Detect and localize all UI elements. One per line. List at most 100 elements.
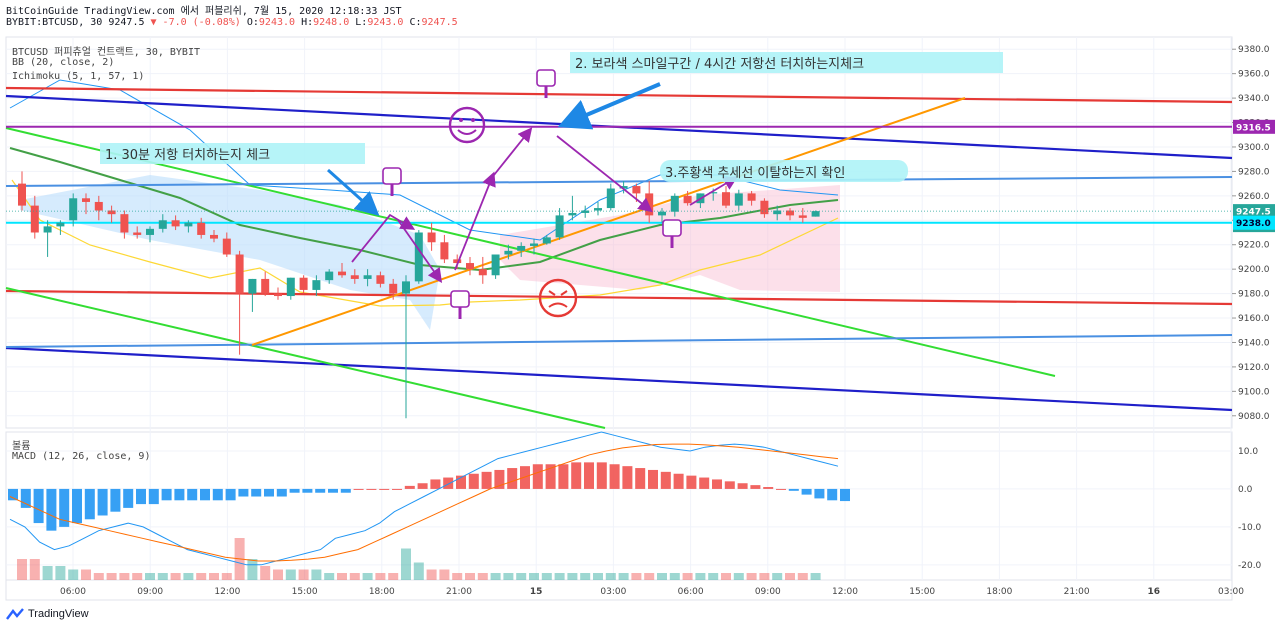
candle-body [133, 232, 142, 235]
open-value: 9243.0 [258, 17, 296, 28]
orange-trend-line [251, 97, 966, 346]
volume-bar [797, 573, 808, 580]
candle-body [670, 195, 679, 212]
open-label: O: [246, 17, 259, 28]
macd-histogram-bar [571, 462, 582, 489]
candle-body [658, 211, 666, 216]
candle-body [43, 226, 52, 233]
candle-body [683, 195, 692, 204]
x-tick-label: 16 [1148, 587, 1161, 597]
smiley-face-icon [448, 106, 486, 144]
macd-histogram-bar [225, 488, 236, 501]
x-tick-label: 06:00 [678, 587, 704, 597]
volume-bar [221, 573, 232, 580]
macd-histogram-bar [750, 485, 761, 489]
annotation-1-bg [100, 143, 365, 164]
volume-bar [516, 573, 527, 580]
annotation-3: 3.주황색 추세선 이탈하는지 확인 [665, 166, 845, 181]
macd-histogram-bar [494, 469, 505, 489]
macd-histogram-bar [737, 483, 748, 489]
close-label: C: [409, 17, 422, 28]
volume-bar [733, 573, 744, 580]
macd-histogram-bar [148, 488, 159, 505]
red-lower-support-line [5, 289, 1233, 306]
volume-bar [388, 573, 399, 580]
candle-body [338, 271, 346, 276]
y-tick-label: 9360.0 [1238, 70, 1270, 80]
macd-histogram-bar [110, 488, 121, 512]
legend-main[interactable]: BTCUSD 퍼피츄얼 컨트랙트, 30, BYBIT [12, 47, 200, 58]
macd-histogram-bar [481, 471, 492, 489]
y-tick-label: 9180.0 [1238, 290, 1270, 300]
candle-body [491, 254, 500, 276]
macd-histogram-bar [353, 488, 364, 490]
volume-bar [55, 566, 66, 580]
volume-bar [554, 573, 565, 580]
legend-bb[interactable]: BB (20, close, 2) [12, 57, 115, 68]
y-tick-label: 9220.0 [1238, 241, 1270, 251]
x-tick-label: 18:00 [986, 587, 1012, 597]
macd-histogram-bar [200, 488, 210, 501]
macd-histogram-bar [289, 488, 300, 493]
y-tick-label: 9340.0 [1238, 94, 1270, 104]
candle-body [568, 212, 577, 216]
sad-face-icon [538, 278, 578, 318]
candle-body [210, 234, 218, 239]
volume-bar [324, 573, 335, 580]
cyan-price-badge-bg [1233, 215, 1275, 230]
macd-tick-label: 0.0 [1238, 485, 1253, 495]
volume-bar [772, 573, 783, 580]
candle-body [619, 186, 628, 189]
candle-body [18, 183, 26, 206]
macd-histogram-bar [392, 488, 402, 490]
legend-ichimoku[interactable]: Ichimoku (5, 1, 57, 1) [12, 71, 145, 82]
smiley-mouth-icon [457, 129, 477, 135]
volume-bar [298, 569, 309, 580]
y-tick-label: 9260.0 [1238, 192, 1270, 202]
candle-body [56, 222, 65, 227]
candle-body [30, 205, 39, 233]
volume-bar [490, 573, 501, 580]
x-tick-label: 12:00 [214, 587, 240, 597]
last-price: 9247.5 [108, 17, 145, 28]
macd-tick-label: -20.0 [1238, 561, 1262, 571]
pointing-hand-icon [536, 69, 556, 87]
volume-bar [29, 559, 40, 580]
macd-histogram-bar [161, 488, 172, 501]
macd-histogram-bar [366, 488, 377, 490]
last-price-badge: 9247.5 [1236, 208, 1271, 218]
symbol-label: BYBIT:BTCUSD, 30 [6, 17, 103, 28]
candle-body [542, 237, 551, 244]
candle-body [171, 220, 180, 227]
low-value: 9243.0 [367, 17, 404, 28]
candle-body [376, 275, 385, 284]
tradingview-logo-icon [6, 608, 24, 620]
steel-blue-lower-line [5, 334, 1233, 348]
macd-histogram-bar [8, 488, 18, 501]
sad-mouth-icon [548, 302, 568, 308]
price-pane-border [5, 36, 1233, 429]
macd-histogram-bar [763, 487, 774, 489]
volume-bar [273, 569, 283, 580]
x-tick-label: 21:00 [446, 587, 472, 597]
x-tick-label: 15:00 [292, 587, 318, 597]
tradingview-brand[interactable]: TradingView [6, 608, 89, 620]
candle-body [440, 242, 449, 260]
blue-callout-arrow-2 [557, 82, 661, 130]
macd-histogram-bar [468, 473, 479, 489]
candle-body [325, 271, 334, 281]
y-tick-label: 9120.0 [1238, 363, 1270, 373]
macd-histogram-bar [776, 488, 786, 490]
legend-volume[interactable]: 볼륨 [12, 441, 31, 452]
legend-macd[interactable]: MACD (12, 26, close, 9) [12, 451, 151, 462]
macd-tick-label: -10.0 [1238, 523, 1262, 533]
volume-bar [605, 573, 616, 580]
pointing-hand-icon [662, 219, 682, 237]
candle-body [709, 192, 718, 194]
macd-histogram-bar [33, 488, 44, 524]
volume-bar [93, 573, 104, 580]
macd-histogram-bar [788, 488, 799, 491]
y-tick-label: 9140.0 [1238, 338, 1270, 348]
smiley-eye-icon [459, 118, 463, 122]
x-tick-label: 03:00 [1218, 587, 1244, 597]
